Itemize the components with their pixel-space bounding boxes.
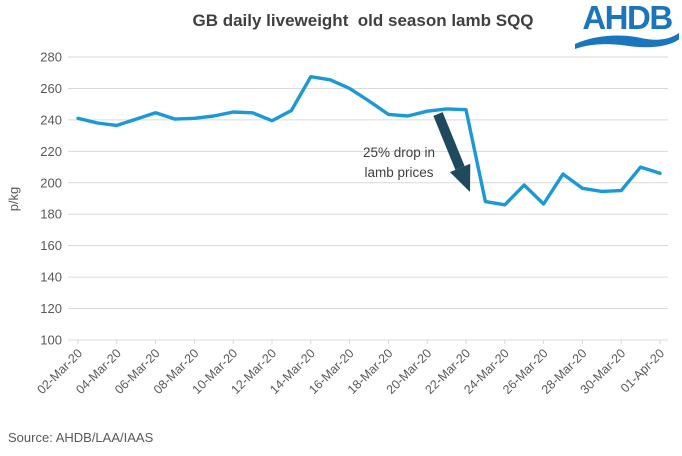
price-line bbox=[76, 74, 662, 207]
chart-title: GB daily liveweight old season lamb SQQ bbox=[192, 11, 534, 30]
y-axis-labels: 100 120 140 160 180 200 220 240 260 280 bbox=[40, 50, 62, 348]
ahdb-logo-text: AHDB bbox=[582, 0, 673, 36]
x-axis-labels: 02-Mar-2004-Mar-2006-Mar-2008-Mar-2010-M… bbox=[34, 346, 667, 397]
y-tick-label: 120 bbox=[40, 301, 62, 316]
y-tick-label: 180 bbox=[40, 207, 62, 222]
ahdb-logo-wave-icon bbox=[575, 33, 679, 49]
y-tick-label: 220 bbox=[40, 144, 62, 159]
y-tick-label: 240 bbox=[40, 112, 62, 127]
y-axis-title: p/kg bbox=[6, 187, 21, 212]
drop-arrow-head bbox=[449, 163, 471, 192]
ahdb-logo: AHDB bbox=[575, 1, 679, 49]
y-tick-label: 160 bbox=[40, 238, 62, 253]
annotation-text-line1: 25% drop in bbox=[363, 145, 435, 160]
x-axis-ticks bbox=[77, 340, 661, 344]
drop-arrow-shaft bbox=[433, 112, 465, 170]
line-chart: 100 120 140 160 180 200 220 240 260 280 p/kg 02-Mar… bbox=[6, 50, 668, 397]
source-text: Source: AHDB/LAA/IAAS bbox=[8, 430, 154, 445]
y-tick-label: 100 bbox=[40, 333, 62, 348]
gridlines bbox=[68, 56, 668, 341]
annotation-text-line2: lamb prices bbox=[364, 165, 433, 180]
y-tick-label: 200 bbox=[40, 175, 62, 190]
y-tick-label: 260 bbox=[40, 81, 62, 96]
drop-annotation: 25% drop in lamb prices bbox=[363, 112, 471, 192]
y-tick-label: 280 bbox=[40, 50, 62, 65]
y-tick-label: 140 bbox=[40, 270, 62, 285]
